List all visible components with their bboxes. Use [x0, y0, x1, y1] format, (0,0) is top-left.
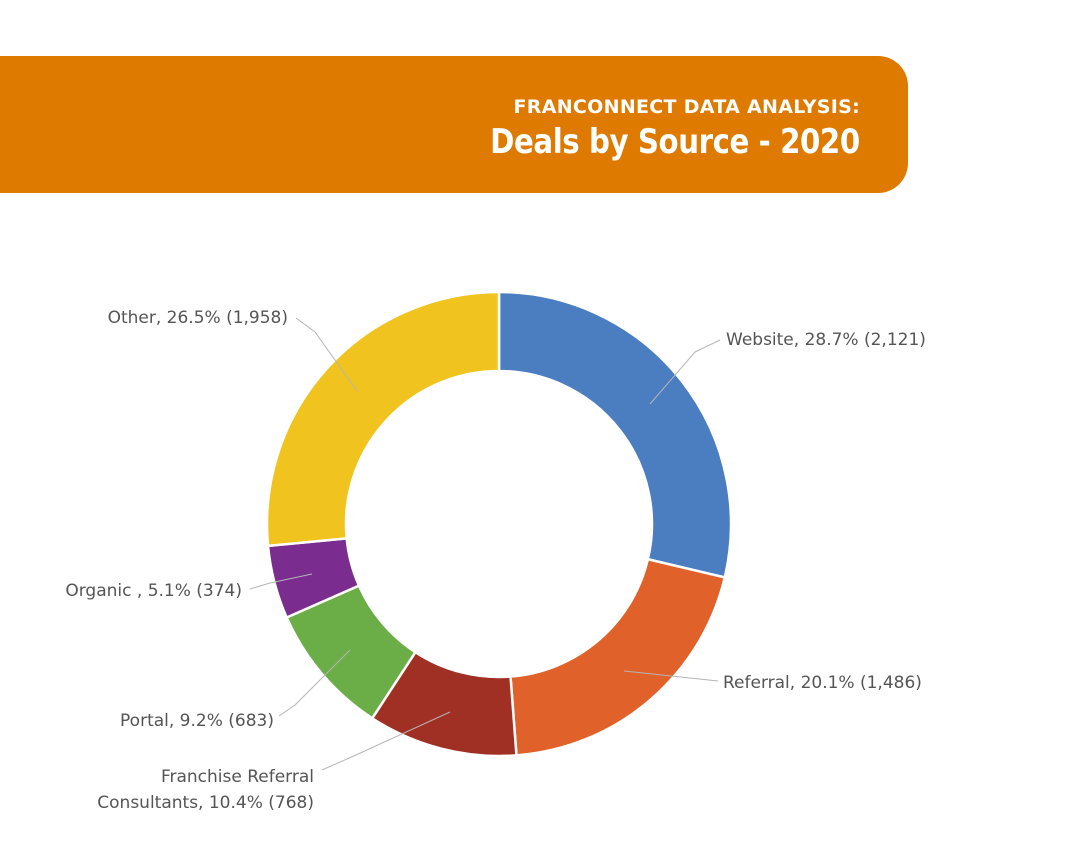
data-label: Website, 28.7% (2,121) [726, 330, 926, 350]
slice-referral [509, 557, 727, 757]
data-label: Franchise Referral Consultants, 10.4% (76… [97, 767, 314, 813]
leader-line [649, 339, 721, 405]
leader-line [295, 317, 358, 392]
leader-line [321, 711, 451, 771]
leader-line [278, 649, 351, 717]
data-label: Portal, 9.2% (683) [120, 711, 274, 731]
slice-website [497, 290, 733, 579]
data-label: Organic , 5.1% (374) [65, 581, 242, 601]
data-label: Referral, 20.1% (1,486) [723, 673, 922, 693]
header-subtitle: FRANCONNECT DATA ANALYSIS: [513, 96, 860, 118]
data-label: Other, 26.5% (1,958) [108, 308, 288, 328]
slice-other [265, 290, 501, 548]
header-title: Deals by Source - 2020 [490, 122, 860, 162]
leader-line [623, 670, 719, 682]
leader-line [249, 573, 313, 590]
header-banner: FRANCONNECT DATA ANALYSIS: Deals by Sour… [0, 56, 908, 193]
